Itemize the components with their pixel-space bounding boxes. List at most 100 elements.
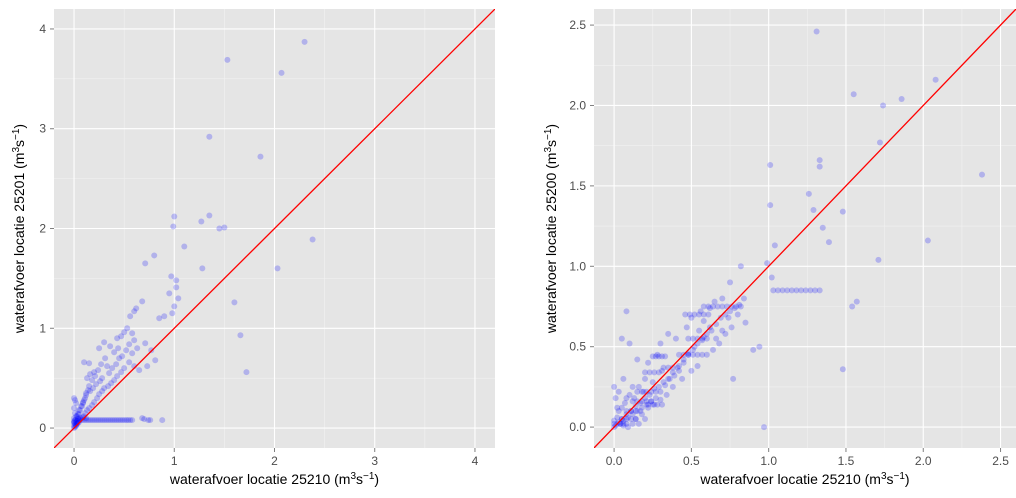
data-point — [83, 392, 90, 399]
data-point — [84, 407, 91, 414]
data-point — [71, 415, 78, 422]
data-point — [645, 404, 652, 411]
data-point — [685, 335, 692, 342]
data-point — [657, 396, 664, 403]
data-point — [802, 287, 809, 294]
y-tick-label: 0 — [39, 421, 46, 435]
data-point — [696, 327, 703, 334]
data-point — [629, 383, 636, 390]
data-point — [784, 287, 791, 294]
data-point — [623, 420, 630, 427]
data-point — [655, 369, 662, 376]
data-point — [71, 420, 78, 427]
data-point — [82, 410, 89, 417]
data-point — [73, 422, 80, 429]
data-point — [74, 413, 81, 420]
data-point — [731, 305, 738, 312]
data-point — [853, 298, 860, 305]
data-point — [72, 417, 79, 424]
data-point — [646, 391, 653, 398]
data-point — [119, 353, 126, 360]
data-point — [839, 366, 846, 373]
data-point — [75, 416, 82, 423]
data-point — [101, 339, 108, 346]
data-point — [85, 417, 92, 424]
data-point — [628, 408, 635, 415]
x-tick-label: 1.0 — [760, 454, 777, 468]
data-point — [123, 347, 130, 354]
data-point — [126, 341, 133, 348]
data-point — [689, 335, 696, 342]
data-point — [652, 388, 659, 395]
data-point — [78, 403, 85, 410]
data-point — [89, 402, 96, 409]
x-axis-title-unit-2: s — [356, 471, 363, 487]
data-point — [87, 417, 94, 424]
data-point — [161, 313, 168, 320]
data-point — [83, 417, 90, 424]
data-point — [175, 295, 182, 302]
data-point — [89, 417, 96, 424]
data-point — [625, 424, 632, 431]
data-point — [779, 287, 786, 294]
x-axis-title-unit-3: ) — [374, 471, 379, 487]
data-point — [642, 375, 649, 382]
scatter-panel-2: 0.0 0.5 1.0 1.5 2.0 2.5 0.0 0.5 1.0 1.5 2.0 2.5 wate… — [543, 9, 1016, 487]
data-point — [73, 400, 80, 407]
data-point — [694, 362, 701, 369]
y-axis-title: waterafvoer locatie 25201 (m3s−1) — [11, 124, 28, 334]
data-point — [83, 390, 90, 397]
data-point — [643, 388, 650, 395]
data-point — [711, 298, 718, 305]
data-point — [788, 287, 795, 294]
data-point — [94, 395, 101, 402]
data-point — [768, 274, 775, 281]
x-tick-label: 2.0 — [915, 454, 932, 468]
data-point — [717, 314, 724, 321]
data-point — [77, 407, 84, 414]
data-point — [629, 398, 636, 405]
data-point — [139, 298, 146, 305]
y-axis-title-text: waterafvoer locatie 25200 — [543, 169, 559, 334]
data-point — [676, 351, 683, 358]
data-point — [171, 213, 178, 220]
y-axis-title-unit-sup-1: 3 — [543, 147, 554, 153]
x-axis-title: waterafvoer locatie 25210 (m3s−1) — [699, 471, 909, 488]
data-point — [98, 361, 105, 368]
data-point — [728, 303, 735, 310]
data-point — [82, 395, 89, 402]
data-point — [131, 308, 138, 315]
data-point — [95, 417, 102, 424]
data-point — [737, 263, 744, 270]
data-point — [665, 375, 672, 382]
data-point — [221, 224, 228, 231]
data-point — [642, 416, 649, 423]
data-point — [654, 401, 661, 408]
data-point — [80, 400, 87, 407]
data-point — [199, 265, 206, 272]
data-point — [662, 353, 669, 360]
data-point — [231, 299, 238, 306]
data-point — [807, 287, 814, 294]
data-point — [611, 383, 618, 390]
data-point — [750, 346, 757, 353]
data-point — [618, 335, 625, 342]
data-point — [173, 277, 180, 284]
y-axis-title: waterafvoer locatie 25200 (m3s−1) — [543, 124, 560, 334]
data-point — [654, 351, 661, 358]
data-point — [224, 56, 231, 63]
x-axis-title-unit-sup-2: −1 — [894, 471, 906, 482]
data-point — [257, 153, 264, 160]
data-point — [611, 417, 618, 424]
data-point — [685, 351, 692, 358]
data-point — [107, 343, 114, 350]
data-point — [645, 401, 652, 408]
data-point — [168, 273, 175, 280]
y-tick-label: 2 — [39, 222, 46, 236]
data-point — [659, 353, 666, 360]
y-axis-title-unit-1: (m — [11, 153, 27, 169]
data-point — [309, 236, 316, 243]
data-point — [144, 363, 151, 370]
y-axis-title-unit-2: s — [543, 140, 559, 147]
